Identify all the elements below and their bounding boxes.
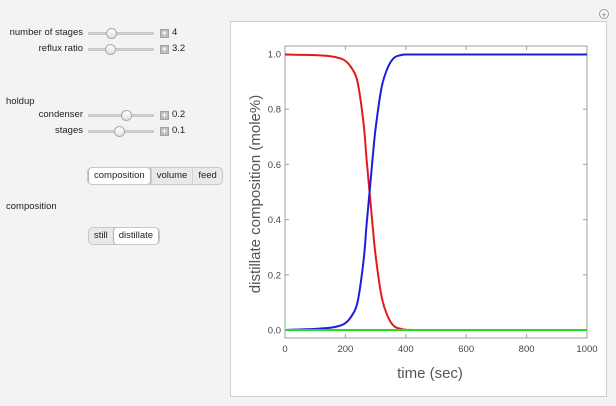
series-line-0 — [284, 53, 587, 332]
composition-selector: still distillate — [88, 227, 161, 245]
plot-panel: 0 200 400 600 800 1000 0.0 0.2 0.4 0.6 0.8 1.0 time… — [230, 21, 607, 397]
y-tick-label: 0.6 — [268, 160, 281, 171]
x-tick-label: 0 — [282, 344, 287, 355]
composition-option-still[interactable]: still — [94, 230, 108, 241]
condenser-slider-thumb[interactable] — [121, 110, 132, 121]
y-tick-label: 0.8 — [268, 105, 281, 116]
plus-square-icon[interactable]: + — [160, 28, 169, 38]
reflux-ratio-label: reflux ratio — [38, 43, 83, 54]
x-tick-label: 800 — [519, 344, 535, 355]
condenser-label: condenser — [38, 109, 83, 120]
number-of-stages-slider-thumb[interactable] — [106, 28, 118, 39]
x-tick-label: 400 — [398, 344, 414, 355]
view-selector: composition volume feed — [87, 167, 223, 185]
stages-slider-thumb[interactable] — [113, 126, 125, 137]
reflux-ratio-value: 3.2 — [172, 43, 186, 54]
plus-square-icon[interactable]: + — [160, 126, 169, 136]
view-option-feed[interactable]: feed — [192, 168, 222, 184]
number-of-stages-label: number of stages — [9, 27, 83, 38]
y-tick-label: 0.4 — [268, 215, 281, 226]
composition-option-distillate[interactable]: distillate — [112, 228, 160, 244]
distillate-composition-chart: 0 200 400 600 800 1000 0.0 0.2 0.4 0.6 0.8 1.0 time… — [247, 45, 598, 382]
view-option-volume[interactable]: volume — [150, 168, 193, 184]
condenser-value: 0.2 — [172, 109, 186, 120]
stages-value: 0.1 — [172, 125, 186, 136]
x-tick-label: 600 — [458, 344, 474, 355]
series-line-1 — [284, 53, 587, 331]
plot-frame — [284, 45, 588, 339]
plus-square-icon[interactable]: + — [160, 44, 169, 54]
y-tick-label: 0.0 — [268, 326, 281, 337]
y-tick-label: 1.0 — [268, 50, 281, 61]
x-axis-label: time (sec) — [397, 365, 463, 382]
x-tick-label: 1000 — [576, 344, 597, 355]
stages-label: stages — [55, 125, 83, 136]
plus-square-icon[interactable]: + — [160, 110, 169, 120]
x-tick-label: 200 — [337, 344, 353, 355]
view-option-composition[interactable]: composition — [88, 168, 151, 184]
plus-circle-icon[interactable]: + — [599, 9, 609, 20]
y-tick-label: 0.2 — [268, 270, 281, 281]
composition-heading: composition — [6, 201, 57, 212]
number-of-stages-value: 4 — [172, 27, 178, 38]
reflux-ratio-slider[interactable] — [88, 48, 154, 51]
reflux-ratio-slider-thumb[interactable] — [104, 44, 116, 55]
number-of-stages-slider[interactable] — [88, 32, 154, 35]
holdup-heading: holdup — [6, 96, 35, 107]
y-axis-label: distillate composition (mole%) — [247, 95, 264, 293]
